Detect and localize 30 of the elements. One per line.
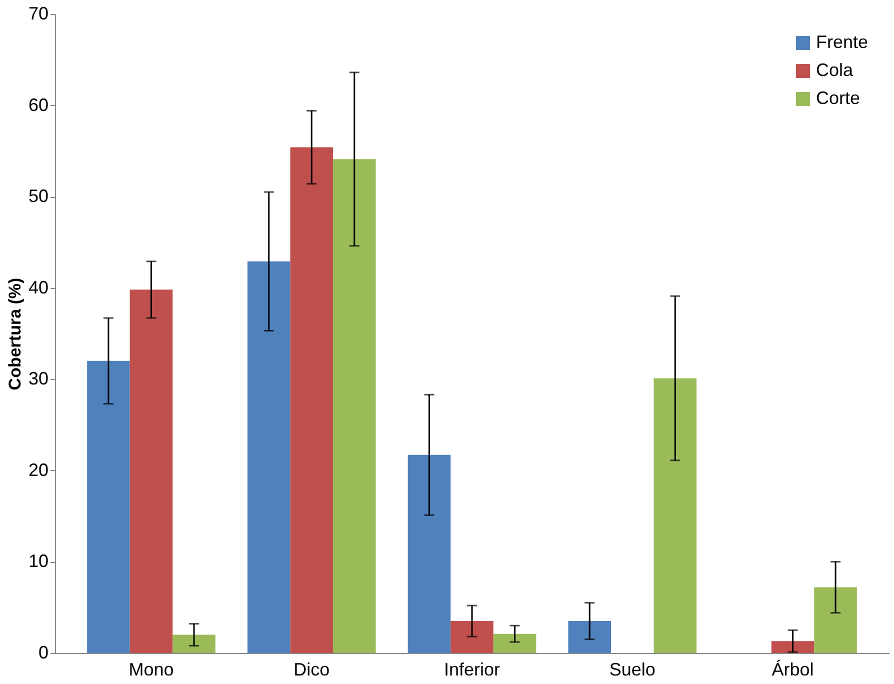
y-tick-label: 20 (28, 460, 48, 480)
legend-label: Corte (816, 88, 860, 108)
bar (654, 378, 697, 653)
x-tick-label: Inferior (444, 660, 500, 680)
y-axis-title: Cobertura (%) (5, 278, 24, 390)
x-tick-label: Árbol (772, 660, 814, 680)
legend-label: Cola (816, 60, 854, 80)
y-tick-label: 0 (38, 642, 48, 662)
legend-label: Frente (816, 32, 868, 52)
bar (450, 621, 494, 653)
bar (493, 634, 536, 653)
x-tick-label: Dico (294, 660, 330, 680)
x-tick-label: Mono (128, 660, 174, 680)
bar (771, 641, 814, 653)
bar (814, 587, 857, 653)
bar (172, 634, 216, 653)
x-tick-label: Suelo (609, 660, 656, 680)
y-tick-label: 10 (28, 551, 48, 572)
y-tick-label: 50 (28, 186, 48, 206)
y-tick-label: 70 (28, 4, 48, 24)
bar (130, 290, 173, 653)
y-tick-label: 30 (28, 368, 48, 389)
y-tick-label: 40 (28, 277, 48, 298)
y-tick-label: 60 (28, 94, 48, 115)
bar (408, 454, 451, 653)
bar (247, 261, 290, 653)
bar (568, 621, 611, 653)
bar (333, 159, 376, 653)
bar (290, 147, 333, 653)
bar (87, 360, 130, 653)
